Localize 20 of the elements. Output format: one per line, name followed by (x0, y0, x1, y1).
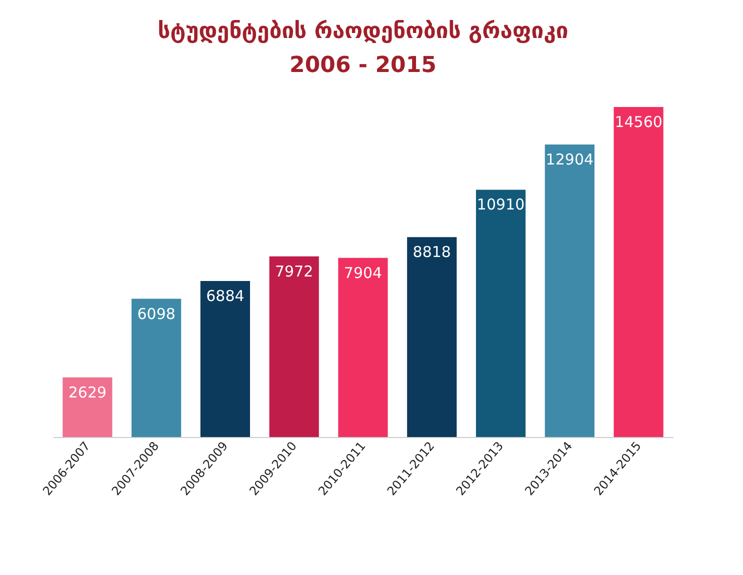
data-label: 7972 (275, 262, 314, 280)
data-label: 7904 (344, 264, 382, 282)
data-label: 14560 (614, 113, 662, 131)
data-label: 12904 (546, 150, 594, 169)
bar (614, 107, 664, 437)
chart-subtitle: 2006 - 2015 (290, 53, 436, 78)
bar (62, 377, 112, 437)
data-label: 8818 (412, 243, 451, 262)
data-label: 2629 (68, 383, 107, 402)
chart-title: სტუდენტების რაოდენობის გრაფიკი (158, 19, 568, 44)
bar (200, 280, 250, 437)
bar (544, 144, 594, 437)
bar (338, 258, 388, 437)
bar (407, 237, 457, 437)
bar (476, 190, 526, 437)
bar (269, 256, 319, 437)
bar (132, 298, 182, 437)
data-label: 6098 (137, 304, 176, 323)
data-label: 6884 (206, 286, 244, 305)
data-label: 10910 (476, 196, 525, 214)
